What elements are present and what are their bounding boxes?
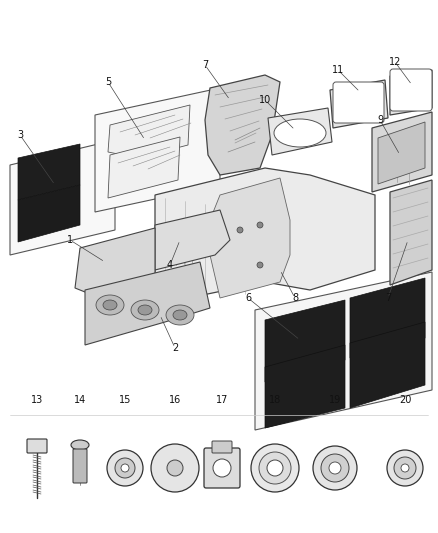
Circle shape — [257, 222, 263, 228]
Polygon shape — [390, 180, 432, 285]
Text: 6: 6 — [245, 293, 251, 303]
Text: 13: 13 — [31, 395, 43, 405]
Polygon shape — [18, 185, 80, 242]
Polygon shape — [350, 278, 425, 358]
Polygon shape — [268, 108, 332, 155]
Ellipse shape — [166, 305, 194, 325]
Text: 10: 10 — [259, 95, 271, 105]
FancyBboxPatch shape — [27, 439, 47, 453]
Text: 11: 11 — [332, 65, 344, 75]
Polygon shape — [18, 144, 80, 200]
Polygon shape — [265, 345, 345, 428]
Text: 18: 18 — [269, 395, 281, 405]
Polygon shape — [155, 210, 230, 270]
Ellipse shape — [138, 305, 152, 315]
Ellipse shape — [173, 310, 187, 320]
Ellipse shape — [96, 295, 124, 315]
Circle shape — [151, 444, 199, 492]
Polygon shape — [372, 112, 432, 192]
Text: 8: 8 — [292, 293, 298, 303]
Circle shape — [107, 450, 143, 486]
Text: 12: 12 — [389, 57, 401, 67]
Circle shape — [329, 462, 341, 474]
FancyBboxPatch shape — [390, 69, 432, 111]
Text: 14: 14 — [74, 395, 86, 405]
Polygon shape — [350, 322, 425, 408]
FancyBboxPatch shape — [204, 448, 240, 488]
Text: 5: 5 — [105, 77, 111, 87]
Circle shape — [115, 458, 135, 478]
Polygon shape — [210, 178, 290, 298]
Circle shape — [321, 454, 349, 482]
Circle shape — [267, 460, 283, 476]
Circle shape — [251, 444, 299, 492]
Ellipse shape — [274, 119, 326, 147]
Circle shape — [259, 452, 291, 484]
Polygon shape — [205, 75, 280, 175]
Circle shape — [121, 464, 129, 472]
FancyBboxPatch shape — [333, 82, 384, 123]
Circle shape — [167, 460, 183, 476]
Circle shape — [213, 459, 231, 477]
Text: 19: 19 — [329, 395, 341, 405]
Text: 7: 7 — [202, 60, 208, 70]
Text: 4: 4 — [167, 260, 173, 270]
Circle shape — [257, 262, 263, 268]
Polygon shape — [75, 228, 155, 298]
Circle shape — [237, 227, 243, 233]
Circle shape — [387, 450, 423, 486]
Polygon shape — [155, 168, 375, 305]
FancyBboxPatch shape — [212, 441, 232, 453]
Polygon shape — [255, 272, 432, 430]
Text: 17: 17 — [216, 395, 228, 405]
Circle shape — [401, 464, 409, 472]
FancyBboxPatch shape — [73, 449, 87, 483]
Text: 1: 1 — [67, 235, 73, 245]
Text: 7: 7 — [385, 293, 391, 303]
Circle shape — [394, 457, 416, 479]
Text: 20: 20 — [399, 395, 411, 405]
Polygon shape — [10, 140, 115, 255]
Ellipse shape — [71, 440, 89, 450]
Polygon shape — [85, 262, 210, 345]
Polygon shape — [330, 80, 388, 128]
Text: 15: 15 — [119, 395, 131, 405]
Polygon shape — [108, 105, 190, 158]
Ellipse shape — [103, 300, 117, 310]
Polygon shape — [390, 70, 432, 115]
Text: 2: 2 — [172, 343, 178, 353]
Text: 16: 16 — [169, 395, 181, 405]
Circle shape — [313, 446, 357, 490]
Polygon shape — [95, 88, 220, 212]
Text: 3: 3 — [17, 130, 23, 140]
Polygon shape — [108, 137, 180, 198]
Ellipse shape — [131, 300, 159, 320]
Polygon shape — [265, 300, 345, 382]
Polygon shape — [378, 122, 425, 184]
Text: 9: 9 — [377, 115, 383, 125]
